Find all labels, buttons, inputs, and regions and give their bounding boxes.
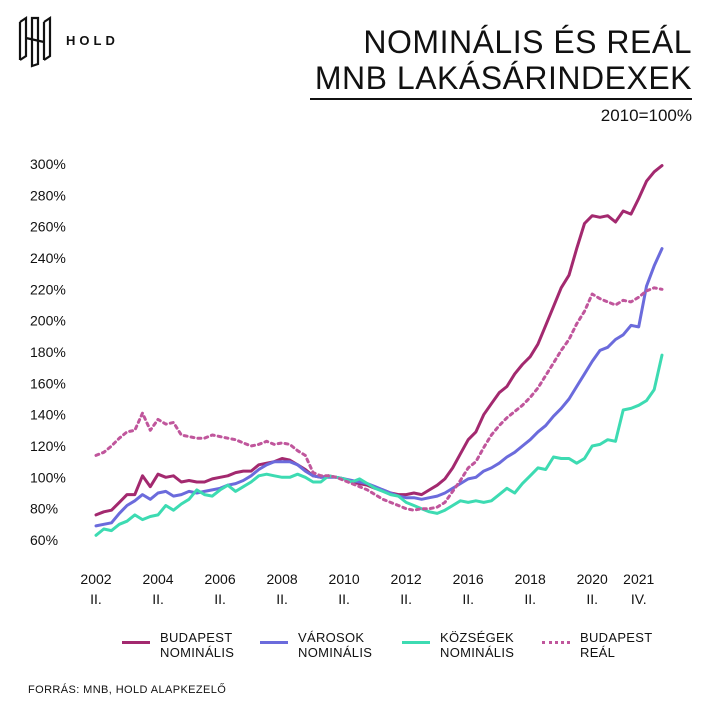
h-mark-icon [18, 15, 52, 68]
series-line-2 [94, 353, 664, 537]
y-tick-label: 180% [30, 344, 66, 360]
title-divider [310, 98, 692, 100]
x-tick-year-label: 2010 [329, 571, 360, 587]
x-tick-quarter-label: II. [338, 591, 350, 607]
legend-label-line1: VÁROSOK [298, 630, 365, 645]
x-tick-year-label: 2012 [391, 571, 422, 587]
x-tick-quarter-label: II. [524, 591, 536, 607]
y-tick-label: 300% [30, 156, 66, 172]
y-tick-label: 100% [30, 469, 66, 485]
y-tick-label: 160% [30, 375, 66, 391]
legend-label: BUDAPEST NOMINÁLIS [160, 630, 260, 660]
x-tick-quarter-label: IV. [631, 591, 647, 607]
y-tick-label: 60% [30, 532, 58, 548]
chart-title-line2: MNB LAKÁSÁRINDEXEK [314, 60, 692, 96]
x-tick-year-label: 2016 [453, 571, 484, 587]
x-tick-year-label: 2002 [80, 571, 111, 587]
legend-label: BUDAPEST REÁL [580, 630, 680, 660]
legend-label-line1: BUDAPEST [580, 630, 653, 645]
x-tick-year-label: 2021 [623, 571, 654, 587]
x-tick-year-label: 2018 [515, 571, 546, 587]
legend-label-line2: NOMINÁLIS [440, 645, 515, 660]
y-tick-label: 80% [30, 501, 58, 517]
y-tick-label: 280% [30, 187, 66, 203]
source-note: FORRÁS: MNB, HOLD ALAPKEZELŐ [28, 684, 227, 696]
y-tick-label: 140% [30, 407, 66, 423]
y-tick-label: 220% [30, 281, 66, 297]
x-tick-year-label: 2008 [267, 571, 298, 587]
legend-label-line1: KÖZSÉGEK [440, 630, 514, 645]
x-tick-year-label: 2006 [204, 571, 235, 587]
x-tick-quarter-label: II. [586, 591, 598, 607]
chart-title-line1: NOMINÁLIS ÉS REÁL [363, 24, 692, 60]
legend-swatch [402, 641, 430, 644]
series-line-1 [94, 247, 664, 528]
legend-label-line2: NOMINÁLIS [160, 645, 235, 660]
x-tick-quarter-label: II. [90, 591, 102, 607]
legend-swatch [122, 641, 150, 644]
legend-swatch [260, 641, 288, 644]
x-tick-year-label: 2020 [577, 571, 608, 587]
legend-label-line1: BUDAPEST [160, 630, 233, 645]
y-tick-label: 240% [30, 250, 66, 266]
chart-title: NOMINÁLIS ÉS REÁL MNB LAKÁSÁRINDEXEK [315, 24, 692, 96]
legend-label: VÁROSOK NOMINÁLIS [298, 630, 398, 660]
y-tick-label: 200% [30, 313, 66, 329]
chart-subtitle: 2010=100% [600, 106, 692, 125]
legend-label-line2: REÁL [580, 645, 616, 660]
y-tick-label: 120% [30, 438, 66, 454]
x-tick-quarter-label: II. [400, 591, 412, 607]
series-line-3 [94, 286, 664, 512]
x-tick-quarter-label: II. [462, 591, 474, 607]
x-tick-quarter-label: II. [152, 591, 164, 607]
x-tick-quarter-label: II. [214, 591, 226, 607]
legend-label-line2: NOMINÁLIS [298, 645, 373, 660]
hold-logo [18, 15, 52, 68]
y-tick-label: 260% [30, 219, 66, 235]
legend-swatch [542, 641, 570, 644]
x-tick-year-label: 2004 [142, 571, 173, 587]
x-tick-quarter-label: II. [276, 591, 288, 607]
logo-text: HOLD [66, 33, 119, 48]
legend-label: KÖZSÉGEK NOMINÁLIS [440, 630, 540, 660]
